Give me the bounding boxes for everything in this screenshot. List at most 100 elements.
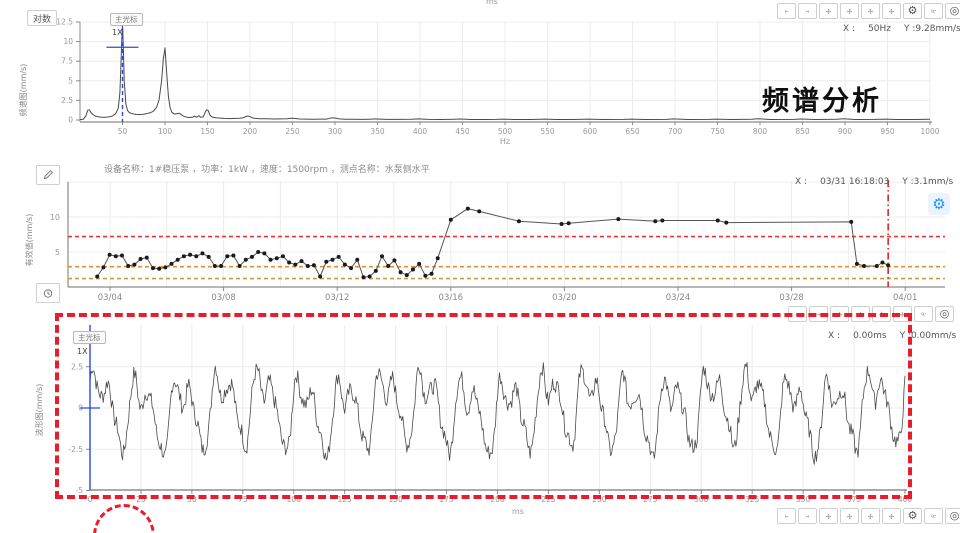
svg-text:125: 125 <box>338 495 353 504</box>
svg-text:7.5: 7.5 <box>61 57 73 66</box>
svg-text:ms: ms <box>512 507 524 516</box>
svg-text:Hz: Hz <box>500 137 510 146</box>
spectrum-cursor-chip[interactable]: 主光标 <box>110 13 143 26</box>
scroll-right-button[interactable] <box>809 306 828 322</box>
arrow-left-icon <box>795 312 800 316</box>
svg-text:650: 650 <box>625 127 640 136</box>
cross-arrows-icon <box>889 513 894 519</box>
magnifier-icon <box>931 9 936 13</box>
svg-text:75: 75 <box>238 495 248 504</box>
svg-text:50: 50 <box>118 127 128 136</box>
readout-x-label: X : <box>843 24 856 34</box>
log-scale-button[interactable]: 对数 <box>27 10 58 26</box>
svg-text:03/24: 03/24 <box>666 293 691 303</box>
svg-text:10: 10 <box>63 37 73 46</box>
zoom-x-in-button[interactable] <box>840 508 859 524</box>
cross-arrows-icon <box>847 513 852 519</box>
reset-icon: ◎ <box>949 509 960 522</box>
clock-icon <box>43 288 53 298</box>
arrow-right-icon <box>805 9 810 13</box>
svg-text:50: 50 <box>187 495 197 504</box>
svg-text:150: 150 <box>388 495 403 504</box>
svg-text:400: 400 <box>413 127 428 136</box>
zoom-mode-button[interactable] <box>924 3 943 19</box>
readout-x-value: 03/31 16:18:03 <box>820 177 890 187</box>
cross-arrows-icon <box>900 311 905 317</box>
trend-settings-button[interactable]: ⚙ <box>928 193 950 215</box>
zoom-y-out-button[interactable] <box>872 306 891 322</box>
spectrum-cursor-readout: X : 50Hz Y :9.28mm/s <box>843 24 960 34</box>
svg-text:波形图(mm/s): 波形图(mm/s) <box>34 384 44 437</box>
svg-text:-2.5: -2.5 <box>68 445 83 454</box>
cross-arrows-icon <box>868 8 873 14</box>
arrow-right-icon <box>816 312 821 316</box>
settings-button[interactable]: ⚙ <box>903 508 922 524</box>
svg-text:600: 600 <box>583 127 598 136</box>
svg-text:250: 250 <box>592 495 607 504</box>
svg-text:03/04: 03/04 <box>98 293 123 303</box>
zoom-y-in-button[interactable] <box>882 3 901 19</box>
svg-text:700: 700 <box>668 127 683 136</box>
reset-zoom-button[interactable]: ◎ <box>945 508 960 524</box>
zoom-mode-button[interactable] <box>924 508 943 524</box>
zoom-y-out-button[interactable] <box>861 3 880 19</box>
zoom-x-out-button[interactable] <box>830 306 849 322</box>
svg-text:频谱图(mm/s): 频谱图(mm/s) <box>18 64 28 117</box>
scroll-right-button[interactable] <box>798 508 817 524</box>
pencil-icon <box>43 170 53 180</box>
spectrum-chart[interactable]: 50 100 150 200 250 300 350 400 450 500 550 600 650 70… <box>0 10 960 160</box>
waveform-harmonic-label: 1X <box>77 347 88 356</box>
svg-text:950: 950 <box>880 127 895 136</box>
scroll-left-button[interactable] <box>777 508 796 524</box>
svg-text:275: 275 <box>643 495 658 504</box>
svg-text:550: 550 <box>540 127 555 136</box>
zoom-x-out-button[interactable] <box>819 508 838 524</box>
svg-text:400: 400 <box>898 495 913 504</box>
magnifier-icon <box>921 312 926 316</box>
svg-text:300: 300 <box>328 127 343 136</box>
zoom-y-out-button[interactable] <box>861 508 880 524</box>
svg-text:325: 325 <box>745 495 760 504</box>
cross-arrows-icon <box>858 311 863 317</box>
zoom-y-in-button[interactable] <box>893 306 912 322</box>
svg-text:350: 350 <box>370 127 385 136</box>
zoom-y-in-button[interactable] <box>882 508 901 524</box>
gear-icon: ⚙ <box>907 4 918 17</box>
zoom-mode-button[interactable] <box>914 306 933 322</box>
scroll-left-button[interactable] <box>788 306 807 322</box>
clipped-axis-label: ms <box>486 0 498 6</box>
gear-icon: ⚙ <box>932 196 946 213</box>
reset-zoom-button[interactable]: ◎ <box>935 306 954 322</box>
svg-text:500: 500 <box>498 127 513 136</box>
spectrum-toolbar: ⚙ ◎ <box>777 3 960 19</box>
svg-text:10: 10 <box>50 213 60 222</box>
scroll-left-button[interactable] <box>777 3 796 19</box>
svg-text:200: 200 <box>490 495 505 504</box>
cross-arrows-icon <box>826 8 831 14</box>
svg-text:100: 100 <box>158 127 173 136</box>
scroll-right-button[interactable] <box>798 3 817 19</box>
history-button[interactable] <box>36 283 60 303</box>
arrow-right-icon <box>805 514 810 518</box>
svg-text:150: 150 <box>200 127 215 136</box>
svg-text:12.5: 12.5 <box>56 18 73 27</box>
svg-text:5: 5 <box>68 76 73 85</box>
svg-text:03/28: 03/28 <box>779 293 804 303</box>
gear-icon: ⚙ <box>907 509 918 522</box>
zoom-x-in-button[interactable] <box>840 3 859 19</box>
edit-button[interactable] <box>36 165 60 185</box>
svg-text:0: 0 <box>88 495 93 504</box>
settings-button[interactable]: ⚙ <box>903 3 922 19</box>
svg-text:450: 450 <box>455 127 470 136</box>
zoom-x-out-button[interactable] <box>819 3 838 19</box>
readout-x-label: X : <box>828 331 841 341</box>
svg-text:2.5: 2.5 <box>71 362 83 371</box>
reset-zoom-button[interactable]: ◎ <box>945 3 960 19</box>
cross-arrows-icon <box>847 8 852 14</box>
zoom-x-in-button[interactable] <box>851 306 870 322</box>
waveform-cursor-chip[interactable]: 主光标 <box>73 331 106 344</box>
waveform-chart[interactable]: 25 50 75 100 125 150 175 200 225 250 275 300 325 350 3… <box>0 320 960 530</box>
svg-text:800: 800 <box>753 127 768 136</box>
svg-text:03/08: 03/08 <box>211 293 236 303</box>
svg-text:03/12: 03/12 <box>325 293 350 303</box>
